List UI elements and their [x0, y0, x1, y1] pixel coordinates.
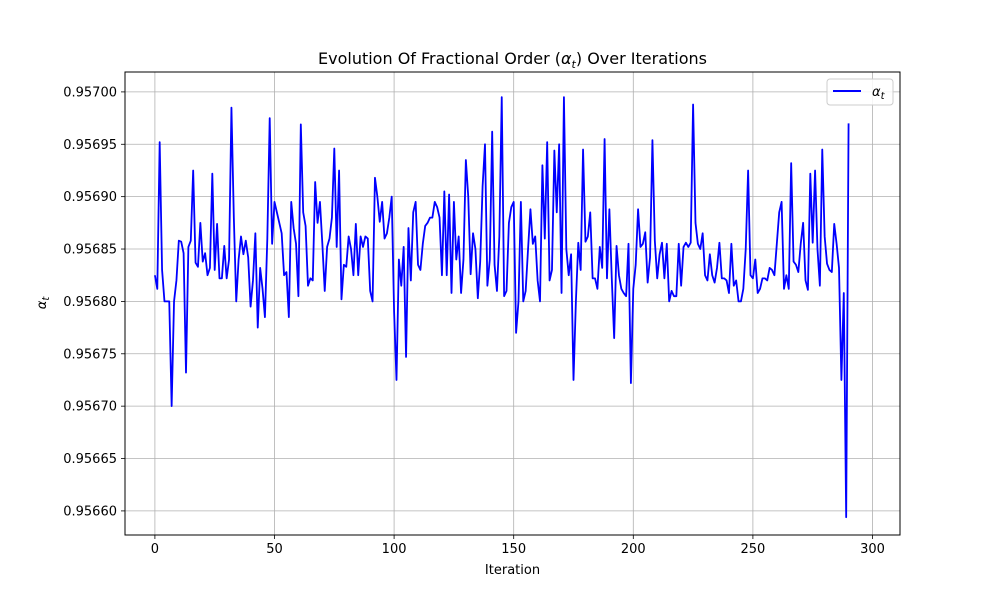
x-tick-label: 250 [740, 542, 765, 557]
svg-text:αt: αt [35, 296, 52, 310]
x-tick-label: 0 [151, 542, 159, 557]
grid [125, 72, 900, 535]
series-layer [154, 96, 850, 519]
y-tick-label: 0.95690 [63, 190, 117, 205]
x-axis: 0 50 100 150 200 250 300 [151, 535, 885, 557]
y-tick-label: 0.95670 [63, 400, 117, 415]
series-line-alpha-t [154, 96, 850, 519]
y-tick-label: 0.95680 [63, 295, 117, 310]
y-tick-label: 0.95665 [63, 452, 117, 467]
x-tick-label: 50 [266, 542, 283, 557]
y-tick-label: 0.95685 [63, 243, 117, 258]
y-tick-label: 0.95700 [63, 85, 117, 100]
y-tick-label: 0.95660 [63, 504, 117, 519]
x-tick-label: 300 [860, 542, 885, 557]
chart-title: Evolution Of Fractional Order (αt) Over … [318, 49, 707, 71]
legend: αt [826, 78, 894, 106]
x-tick-label: 150 [501, 542, 526, 557]
x-tick-label: 200 [621, 542, 646, 557]
y-tick-label: 0.95675 [63, 347, 117, 362]
x-tick-label: 100 [382, 542, 407, 557]
y-axis: 0.95660 0.95665 0.95670 0.95675 0.95680 0.956… [63, 85, 125, 519]
y-axis-title: αt [35, 296, 52, 310]
plot-frame [124, 71, 901, 536]
y-tick-label: 0.95695 [63, 138, 117, 153]
legend-label: αt [872, 85, 886, 102]
x-axis-title: Iteration [485, 563, 540, 578]
